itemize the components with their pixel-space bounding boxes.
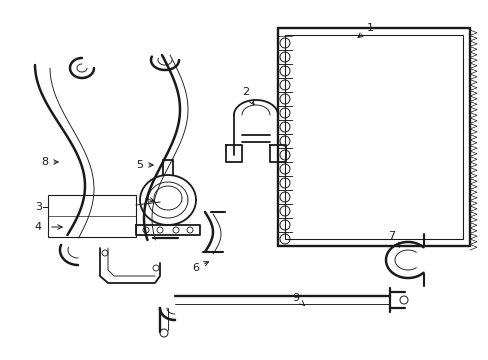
Text: 6: 6: [192, 262, 208, 273]
Text: 2: 2: [242, 87, 253, 105]
Bar: [278, 28, 469, 246]
Text: 7: 7: [387, 231, 399, 247]
Text: 8: 8: [41, 157, 58, 167]
Text: 5: 5: [136, 160, 153, 170]
Bar: [48, 195, 136, 237]
Bar: [285, 35, 462, 239]
Text: 3: 3: [35, 202, 42, 212]
Text: 1: 1: [357, 23, 373, 37]
Text: 4: 4: [35, 222, 42, 232]
Text: 9: 9: [292, 293, 304, 306]
